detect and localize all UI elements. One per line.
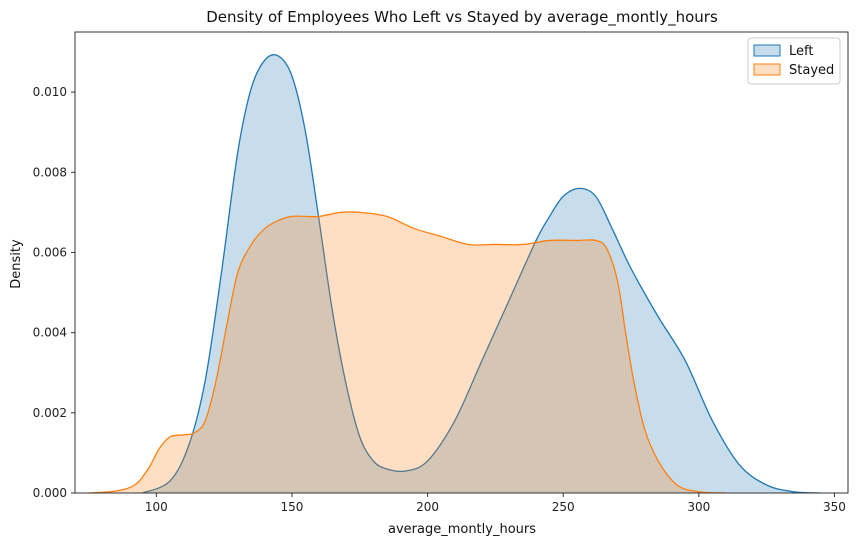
y-tick-label: 0.000 (33, 486, 67, 500)
series-area-left (142, 54, 821, 493)
series-line-left (142, 54, 821, 494)
y-axis: 0.000 0.002 0.004 0.006 0.008 0.010 (33, 85, 75, 500)
y-axis-title: Density (9, 239, 24, 289)
x-tick-label: 150 (281, 500, 304, 514)
legend-swatch-stayed (753, 63, 781, 76)
y-tick-label: 0.010 (33, 85, 67, 99)
y-tick-label: 0.008 (33, 165, 67, 179)
series-layer (88, 54, 821, 494)
legend-label-stayed: Stayed (789, 63, 834, 78)
legend-swatch-left (753, 44, 781, 57)
x-axis: 100 150 200 250 300 350 (145, 493, 846, 514)
plot-frame (74, 31, 849, 494)
y-tick-label: 0.002 (33, 406, 67, 420)
series-area-stayed (88, 211, 726, 493)
legend-label-left: Left (789, 44, 813, 59)
x-tick-label: 100 (145, 500, 168, 514)
x-axis-title: average_montly_hours (388, 522, 536, 537)
legend: Left Stayed (747, 37, 841, 85)
x-tick-label: 350 (823, 500, 846, 514)
series-line-stayed (88, 211, 726, 494)
x-tick-label: 300 (687, 500, 710, 514)
x-tick-label: 250 (552, 500, 575, 514)
y-tick-label: 0.004 (33, 326, 67, 340)
legend-box (747, 37, 841, 85)
chart-title: Density of Employees Who Left vs Stayed … (206, 8, 718, 27)
x-tick-label: 200 (416, 500, 439, 514)
y-tick-label: 0.006 (33, 245, 67, 259)
